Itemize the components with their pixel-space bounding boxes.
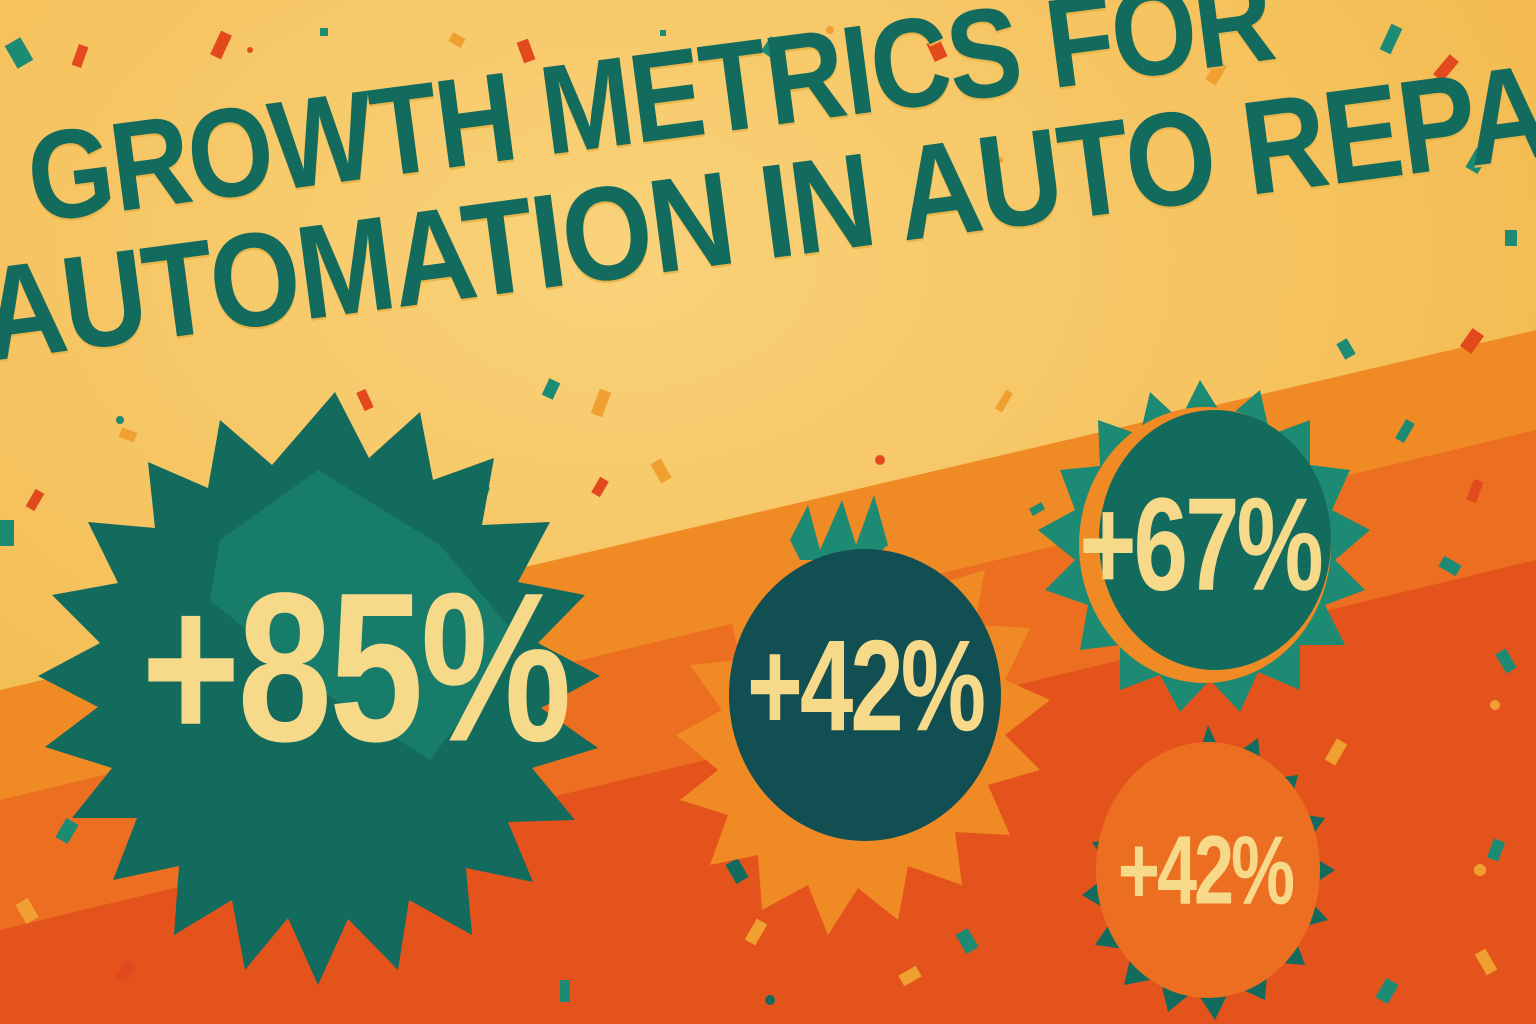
badge-42a-starburst [676, 495, 1050, 935]
badge-42a-label: +42% [746, 614, 986, 759]
confetti [0, 23, 1517, 1005]
badge-42b-label: +42% [1117, 817, 1295, 925]
badge-67-starburst [1038, 380, 1370, 712]
badge-42b-starburst [1082, 725, 1335, 1020]
badge-85-label: +85% [141, 549, 572, 787]
badge-67-label: +67% [1079, 469, 1323, 619]
badge-85-starburst [38, 392, 600, 985]
